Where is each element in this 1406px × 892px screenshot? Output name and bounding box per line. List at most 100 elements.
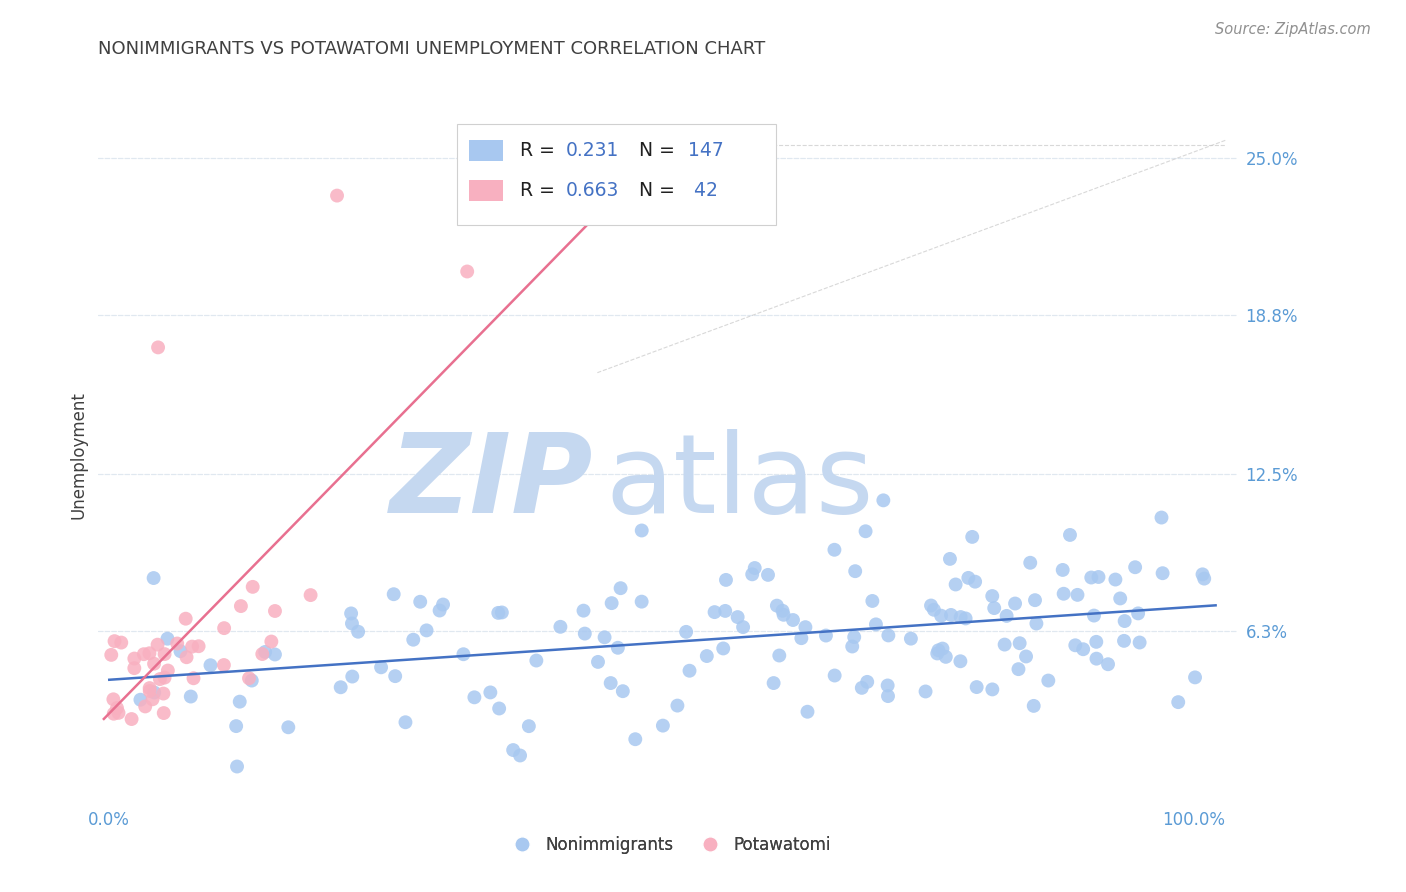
Point — [823, 542, 845, 557]
Point — [1053, 587, 1076, 601]
Point — [922, 603, 945, 617]
Point — [703, 605, 725, 619]
Point — [872, 493, 894, 508]
Point — [914, 684, 936, 698]
Point — [329, 680, 352, 694]
Point — [152, 706, 174, 720]
Point — [1191, 567, 1213, 582]
Point — [609, 581, 631, 595]
Point — [181, 640, 204, 654]
Point — [1184, 670, 1206, 684]
Point — [762, 676, 785, 690]
Point — [966, 680, 988, 694]
Point — [935, 649, 957, 664]
Point — [586, 655, 609, 669]
Point — [242, 580, 264, 594]
Point — [138, 681, 160, 695]
Text: R =: R = — [520, 141, 561, 161]
Point — [955, 611, 977, 625]
Point — [1080, 570, 1102, 584]
Point — [402, 632, 425, 647]
Point — [1085, 635, 1108, 649]
Point — [103, 706, 125, 721]
Point — [678, 664, 700, 678]
Point — [264, 648, 287, 662]
Point — [1015, 649, 1038, 664]
Point — [877, 628, 900, 642]
Point — [240, 673, 263, 688]
Point — [1022, 698, 1045, 713]
Point — [900, 632, 922, 646]
Point — [1104, 573, 1126, 587]
Point — [252, 647, 274, 661]
Point — [174, 612, 197, 626]
Point — [1152, 566, 1174, 581]
Point — [156, 664, 179, 678]
Point — [1019, 556, 1042, 570]
Point — [456, 264, 478, 278]
Point — [153, 647, 176, 661]
Point — [782, 613, 804, 627]
Point — [277, 720, 299, 734]
Point — [981, 589, 1004, 603]
Point — [1085, 651, 1108, 665]
Point — [860, 594, 883, 608]
Point — [1114, 614, 1136, 628]
Point — [630, 524, 652, 538]
Point — [945, 577, 967, 591]
Point — [517, 719, 540, 733]
Point — [107, 706, 129, 720]
Point — [260, 634, 283, 648]
Point — [143, 685, 166, 699]
Point — [166, 636, 188, 650]
Point — [630, 594, 652, 608]
Point — [153, 671, 176, 685]
FancyBboxPatch shape — [468, 140, 503, 161]
Point — [796, 705, 818, 719]
Text: Source: ZipAtlas.com: Source: ZipAtlas.com — [1215, 22, 1371, 37]
Text: 0.663: 0.663 — [565, 181, 619, 200]
Point — [733, 620, 755, 634]
Point — [1167, 695, 1189, 709]
Point — [384, 669, 406, 683]
Point — [744, 561, 766, 575]
Point — [129, 692, 152, 706]
Point — [949, 610, 972, 624]
Point — [138, 684, 160, 698]
Point — [370, 660, 392, 674]
Point — [1004, 597, 1026, 611]
Point — [711, 641, 734, 656]
Point — [794, 620, 817, 634]
Point — [382, 587, 405, 601]
Point — [790, 631, 813, 645]
Point — [229, 599, 252, 613]
Point — [212, 658, 235, 673]
Point — [1083, 608, 1105, 623]
Point — [342, 669, 364, 683]
Point — [960, 530, 983, 544]
FancyBboxPatch shape — [457, 124, 776, 226]
Point — [103, 692, 125, 706]
Point — [1129, 635, 1152, 649]
Point — [876, 678, 898, 692]
Text: atlas: atlas — [605, 429, 873, 536]
Text: 0.231: 0.231 — [565, 141, 619, 161]
Point — [931, 641, 953, 656]
Point — [226, 759, 249, 773]
Text: N =: N = — [640, 181, 682, 200]
Point — [1112, 633, 1135, 648]
Point — [187, 639, 209, 653]
Point — [766, 599, 789, 613]
Point — [340, 616, 363, 631]
Point — [453, 647, 475, 661]
Point — [1064, 638, 1087, 652]
Point — [491, 606, 513, 620]
Point — [612, 684, 634, 698]
Point — [254, 645, 277, 659]
Point — [124, 651, 146, 665]
Point — [142, 571, 165, 585]
Point — [146, 340, 169, 354]
Point — [463, 690, 485, 705]
Point — [939, 552, 962, 566]
Point — [124, 661, 146, 675]
